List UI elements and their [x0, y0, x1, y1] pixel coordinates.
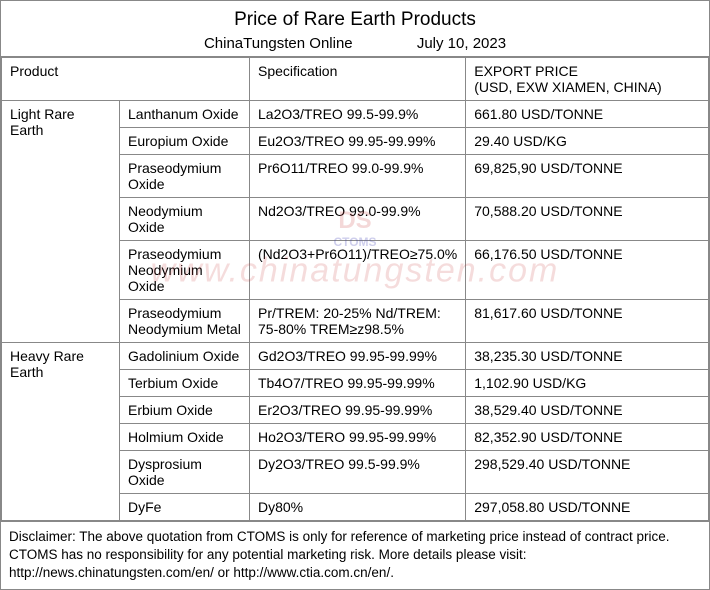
specification-cell: Eu2O3/TREO 99.95-99.99% — [250, 128, 466, 155]
product-cell: Neodymium Oxide — [120, 198, 250, 241]
table-header-row: Product Specification EXPORT PRICE (USD,… — [2, 58, 709, 101]
source-label: ChinaTungsten Online — [204, 35, 353, 52]
specification-cell: Tb4O7/TREO 99.95-99.99% — [250, 370, 466, 397]
price-label-2: (USD, EXW XIAMEN, CHINA) — [474, 79, 700, 95]
price-cell: 69,825,90 USD/TONNE — [466, 155, 709, 198]
table-row: Light Rare EarthLanthanum OxideLa2O3/TRE… — [2, 101, 709, 128]
price-cell: 38,529.40 USD/TONNE — [466, 397, 709, 424]
column-product: Product — [2, 58, 250, 101]
price-cell: 82,352.90 USD/TONNE — [466, 424, 709, 451]
price-cell: 81,617.60 USD/TONNE — [466, 300, 709, 343]
category-cell: Heavy Rare Earth — [2, 343, 120, 521]
product-cell: Dysprosium Oxide — [120, 451, 250, 494]
price-cell: 298,529.40 USD/TONNE — [466, 451, 709, 494]
product-cell: Lanthanum Oxide — [120, 101, 250, 128]
product-cell: Europium Oxide — [120, 128, 250, 155]
price-table: Product Specification EXPORT PRICE (USD,… — [1, 57, 709, 521]
price-cell: 661.80 USD/TONNE — [466, 101, 709, 128]
product-cell: Praseodymium Neodymium Oxide — [120, 241, 250, 300]
product-cell: DyFe — [120, 494, 250, 521]
table-header: Price of Rare Earth Products ChinaTungst… — [1, 1, 709, 57]
product-cell: Praseodymium Oxide — [120, 155, 250, 198]
product-cell: Gadolinium Oxide — [120, 343, 250, 370]
product-cell: Terbium Oxide — [120, 370, 250, 397]
price-cell: 38,235.30 USD/TONNE — [466, 343, 709, 370]
specification-cell: Pr/TREM: 20-25% Nd/TREM: 75-80% TREM≥z98… — [250, 300, 466, 343]
price-cell: 29.40 USD/KG — [466, 128, 709, 155]
column-specification: Specification — [250, 58, 466, 101]
specification-cell: Gd2O3/TREO 99.95-99.99% — [250, 343, 466, 370]
product-cell: Praseodymium Neodymium Metal — [120, 300, 250, 343]
specification-cell: Dy2O3/TREO 99.5-99.9% — [250, 451, 466, 494]
product-cell: Holmium Oxide — [120, 424, 250, 451]
price-cell: 297,058.80 USD/TONNE — [466, 494, 709, 521]
specification-cell: Pr6O11/TREO 99.0-99.9% — [250, 155, 466, 198]
specification-cell: Dy80% — [250, 494, 466, 521]
specification-cell: (Nd2O3+Pr6O11)/TREO≥75.0% — [250, 241, 466, 300]
page-title: Price of Rare Earth Products — [1, 9, 709, 31]
price-cell: 66,176.50 USD/TONNE — [466, 241, 709, 300]
product-cell: Erbium Oxide — [120, 397, 250, 424]
price-cell: 1,102.90 USD/KG — [466, 370, 709, 397]
table-row: Heavy Rare EarthGadolinium OxideGd2O3/TR… — [2, 343, 709, 370]
subtitle-row: ChinaTungsten Online July 10, 2023 — [1, 35, 709, 52]
specification-cell: Ho2O3/TERO 99.95-99.99% — [250, 424, 466, 451]
disclaimer-text: Disclaimer: The above quotation from CTO… — [1, 521, 709, 589]
category-cell: Light Rare Earth — [2, 101, 120, 343]
price-cell: 70,588.20 USD/TONNE — [466, 198, 709, 241]
price-table-container: Price of Rare Earth Products ChinaTungst… — [0, 0, 710, 590]
date-label: July 10, 2023 — [417, 35, 506, 52]
column-price: EXPORT PRICE (USD, EXW XIAMEN, CHINA) — [466, 58, 709, 101]
specification-cell: La2O3/TREO 99.5-99.9% — [250, 101, 466, 128]
price-label-1: EXPORT PRICE — [474, 63, 700, 79]
specification-cell: Er2O3/TREO 99.95-99.99% — [250, 397, 466, 424]
specification-cell: Nd2O3/TREO 99.0-99.9% — [250, 198, 466, 241]
